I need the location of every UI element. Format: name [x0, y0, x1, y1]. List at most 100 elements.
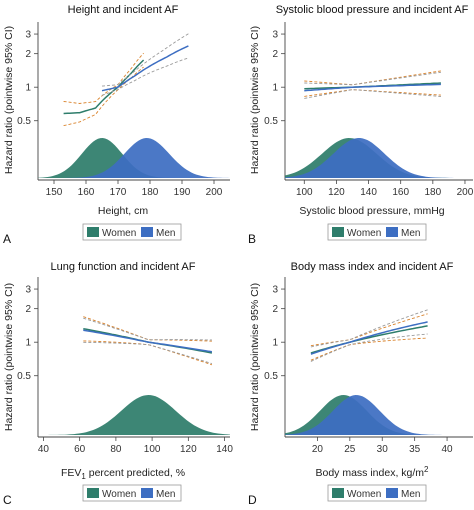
legend-swatch-men — [386, 227, 398, 237]
x-tick-label: 200 — [457, 187, 474, 198]
y-tick-label: 2 — [272, 304, 278, 315]
y-tick-label: 1 — [25, 338, 31, 349]
ci-lower-men — [310, 333, 428, 362]
panel-title: Height and incident AF — [68, 4, 179, 16]
y-tick-label: 2 — [272, 49, 278, 60]
y-tick-label: 2 — [25, 304, 31, 315]
legend: Women Men — [82, 223, 182, 241]
y-tick-label: 1 — [272, 83, 278, 94]
ci-lower-men — [101, 57, 189, 96]
x-tick-label: 25 — [344, 444, 356, 455]
panel-b: Systolic blood pressure and incident AF … — [248, 4, 474, 246]
x-tick-label: 160 — [78, 187, 95, 198]
legend-label-women: Women — [347, 228, 381, 239]
legend-box — [327, 223, 427, 241]
y-tick-label: 0.5 — [17, 116, 31, 127]
x-tick-label: 160 — [392, 187, 409, 198]
x-tick-label: 120 — [180, 444, 197, 455]
panel-c: Lung function and incident AF Hazard rat… — [3, 261, 233, 507]
legend-swatch-men — [386, 488, 398, 498]
x-tick-label: 20 — [312, 444, 324, 455]
legend: Women Men — [82, 484, 182, 502]
plot-area: 0.5 1 2 3 40 60 80 100 120 140 — [17, 277, 233, 455]
ci-lower-women — [304, 89, 441, 97]
ci-lower-women — [310, 337, 428, 361]
ci-upper-women — [304, 70, 441, 86]
hr-line-men — [83, 329, 213, 353]
legend-swatch-men — [141, 227, 153, 237]
x-tick-label: 100 — [296, 187, 313, 198]
x-tick-label: 60 — [74, 444, 86, 455]
panel-letter: B — [248, 232, 256, 246]
y-tick-label: 3 — [272, 285, 278, 296]
x-tick-label: 180 — [142, 187, 159, 198]
density-women — [38, 395, 230, 435]
panel-letter: C — [3, 493, 12, 507]
plot-area: 0.5 1 2 3 20 25 30 35 40 — [264, 277, 473, 455]
panel-title: Systolic blood pressure and incident AF — [276, 4, 469, 16]
legend-box — [82, 484, 182, 502]
x-tick-label: 140 — [216, 444, 233, 455]
y-axis-label: Hazard ratio (pointwise 95% CI) — [249, 26, 261, 174]
legend-swatch-women — [87, 227, 99, 237]
x-tick-label: 35 — [409, 444, 421, 455]
panel-title: Lung function and incident AF — [51, 261, 196, 273]
legend-label-men: Men — [156, 228, 175, 239]
ci-upper-men — [310, 309, 428, 348]
panel-title: Body mass index and incident AF — [291, 261, 454, 273]
legend-swatch-women — [332, 227, 344, 237]
hr-line-men — [304, 83, 441, 92]
plot-area: 0.5 1 2 3 150 160 170 180 190 200 — [17, 22, 230, 198]
legend-label-women: Women — [102, 228, 136, 239]
x-axis-label: Height, cm — [98, 205, 148, 217]
density-women — [38, 138, 230, 178]
ci-upper-men — [83, 317, 212, 341]
ci-upper-women — [83, 316, 212, 342]
y-tick-label: 0.5 — [17, 371, 31, 382]
legend-swatch-women — [87, 488, 99, 498]
ci-upper-men — [304, 71, 441, 86]
y-tick-label: 3 — [25, 285, 31, 296]
legend-label-men: Men — [401, 489, 420, 500]
legend-label-women: Women — [347, 489, 381, 500]
x-axis-label: FEV1 percent predicted, % — [61, 467, 185, 481]
density-men — [38, 138, 230, 178]
density-men — [285, 395, 473, 435]
plot-area: 0.5 1 2 3 100 120 140 160 180 200 — [264, 22, 474, 198]
y-tick-label: 1 — [272, 338, 278, 349]
ci-lower-women — [63, 66, 144, 127]
x-tick-label: 190 — [174, 187, 191, 198]
legend: Women Men — [327, 223, 427, 241]
x-tick-label: 150 — [46, 187, 63, 198]
x-tick-label: 170 — [110, 187, 127, 198]
x-tick-label: 200 — [206, 187, 223, 198]
y-axis-label: Hazard ratio (pointwise 95% CI) — [3, 283, 15, 431]
legend-box — [82, 223, 182, 241]
x-tick-label: 180 — [424, 187, 441, 198]
legend-swatch-men — [141, 488, 153, 498]
ci-upper-women — [310, 313, 428, 347]
hr-line-men — [101, 45, 189, 92]
x-tick-label: 120 — [328, 187, 345, 198]
x-tick-label: 140 — [360, 187, 377, 198]
density-men — [285, 138, 473, 178]
panel-a: Height and incident AF Hazard ratio (poi… — [3, 4, 230, 246]
y-tick-label: 2 — [25, 49, 31, 60]
legend-swatch-women — [332, 488, 344, 498]
y-tick-label: 3 — [25, 30, 31, 41]
x-tick-label: 30 — [377, 444, 389, 455]
legend-label-women: Women — [102, 489, 136, 500]
legend-box — [327, 484, 427, 502]
ci-lower-men — [83, 341, 213, 365]
y-tick-label: 3 — [272, 30, 278, 41]
x-tick-label: 40 — [442, 444, 454, 455]
x-tick-label: 80 — [110, 444, 122, 455]
y-tick-label: 0.5 — [264, 371, 278, 382]
x-tick-label: 100 — [144, 444, 161, 455]
ci-upper-men — [101, 33, 189, 87]
panel-letter: D — [248, 493, 257, 507]
legend-label-men: Men — [401, 228, 420, 239]
x-tick-label: 40 — [38, 444, 50, 455]
y-axis-label: Hazard ratio (pointwise 95% CI) — [3, 26, 15, 174]
